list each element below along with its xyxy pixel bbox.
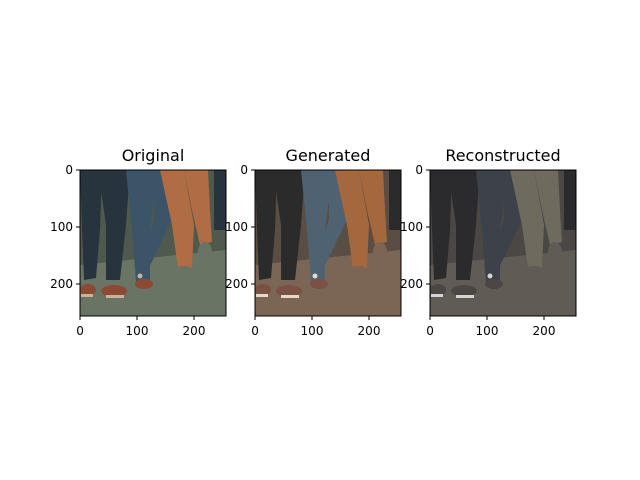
panel-original: Original 0 100 200 0 100 200 bbox=[50, 146, 227, 338]
x-tick-label: 200 bbox=[533, 324, 556, 338]
shoe bbox=[175, 266, 193, 274]
shoe bbox=[135, 279, 153, 289]
x-axis: 0 100 200 bbox=[251, 316, 380, 338]
leg bbox=[359, 170, 387, 245]
shoe bbox=[373, 242, 387, 262]
x-tick-label: 100 bbox=[126, 324, 149, 338]
shoe-sole bbox=[106, 295, 124, 298]
leg bbox=[160, 170, 194, 268]
shoe-sole bbox=[456, 295, 474, 298]
shoe bbox=[276, 285, 302, 297]
y-tick-label: 0 bbox=[240, 163, 248, 177]
y-tick-label: 100 bbox=[225, 220, 248, 234]
shoe bbox=[548, 242, 562, 262]
leg bbox=[430, 170, 452, 280]
panel-generated: Generated 0 100 200 0 100 200 bbox=[225, 146, 402, 338]
shoe bbox=[80, 284, 96, 296]
axes-frame bbox=[429, 169, 577, 317]
panel-title: Generated bbox=[286, 146, 371, 165]
shoe bbox=[430, 284, 446, 296]
shoe bbox=[310, 279, 328, 289]
leg bbox=[98, 170, 130, 280]
x-tick-label: 0 bbox=[426, 324, 434, 338]
image-reconstructed bbox=[430, 170, 576, 316]
leg bbox=[255, 170, 277, 280]
shoe bbox=[451, 285, 477, 297]
shoe-highlight bbox=[312, 273, 318, 279]
leg bbox=[448, 170, 480, 280]
leg bbox=[311, 170, 349, 278]
x-tick-label: 100 bbox=[301, 324, 324, 338]
panel-title: Original bbox=[122, 146, 185, 165]
shoe bbox=[101, 285, 127, 297]
x-tick-label: 0 bbox=[76, 324, 84, 338]
background-figure bbox=[389, 170, 401, 230]
y-axis: 0 100 200 bbox=[225, 163, 255, 291]
panel-reconstructed: Reconstructed 0 100 200 0 100 200 bbox=[400, 146, 577, 338]
shoe-highlight bbox=[137, 273, 143, 279]
leg bbox=[486, 170, 524, 278]
panel-title: Reconstructed bbox=[445, 146, 560, 165]
image-generated bbox=[255, 170, 401, 316]
shoe bbox=[198, 242, 212, 262]
leg bbox=[510, 170, 544, 268]
shoe-sole bbox=[281, 295, 299, 298]
y-axis: 0 100 200 bbox=[50, 163, 80, 291]
y-tick-label: 200 bbox=[225, 277, 248, 291]
shoe-sole bbox=[256, 294, 268, 297]
x-tick-label: 200 bbox=[358, 324, 381, 338]
background-figure bbox=[564, 170, 576, 230]
shoe-sole bbox=[81, 294, 93, 297]
x-tick-label: 100 bbox=[476, 324, 499, 338]
image-original bbox=[80, 170, 226, 316]
x-tick-label: 0 bbox=[251, 324, 259, 338]
shoe-sole bbox=[431, 294, 443, 297]
leg bbox=[273, 170, 305, 280]
axes-frame bbox=[79, 169, 227, 317]
axes-frame bbox=[254, 169, 402, 317]
shoe bbox=[350, 266, 368, 274]
y-tick-label: 100 bbox=[400, 220, 423, 234]
leg bbox=[184, 170, 212, 245]
leg bbox=[80, 170, 102, 280]
y-tick-label: 100 bbox=[50, 220, 73, 234]
shoe-highlight bbox=[487, 273, 493, 279]
y-tick-label: 0 bbox=[415, 163, 423, 177]
leg bbox=[335, 170, 369, 268]
background-figure bbox=[214, 170, 226, 230]
x-axis: 0 100 200 bbox=[76, 316, 205, 338]
y-tick-label: 200 bbox=[50, 277, 73, 291]
shoe bbox=[255, 284, 271, 296]
x-axis: 0 100 200 bbox=[426, 316, 555, 338]
leg bbox=[136, 170, 174, 278]
x-tick-label: 200 bbox=[183, 324, 206, 338]
y-axis: 0 100 200 bbox=[400, 163, 430, 291]
leg bbox=[534, 170, 562, 245]
shoe bbox=[485, 279, 503, 289]
y-tick-label: 0 bbox=[65, 163, 73, 177]
shoe bbox=[525, 266, 543, 274]
y-tick-label: 200 bbox=[400, 277, 423, 291]
